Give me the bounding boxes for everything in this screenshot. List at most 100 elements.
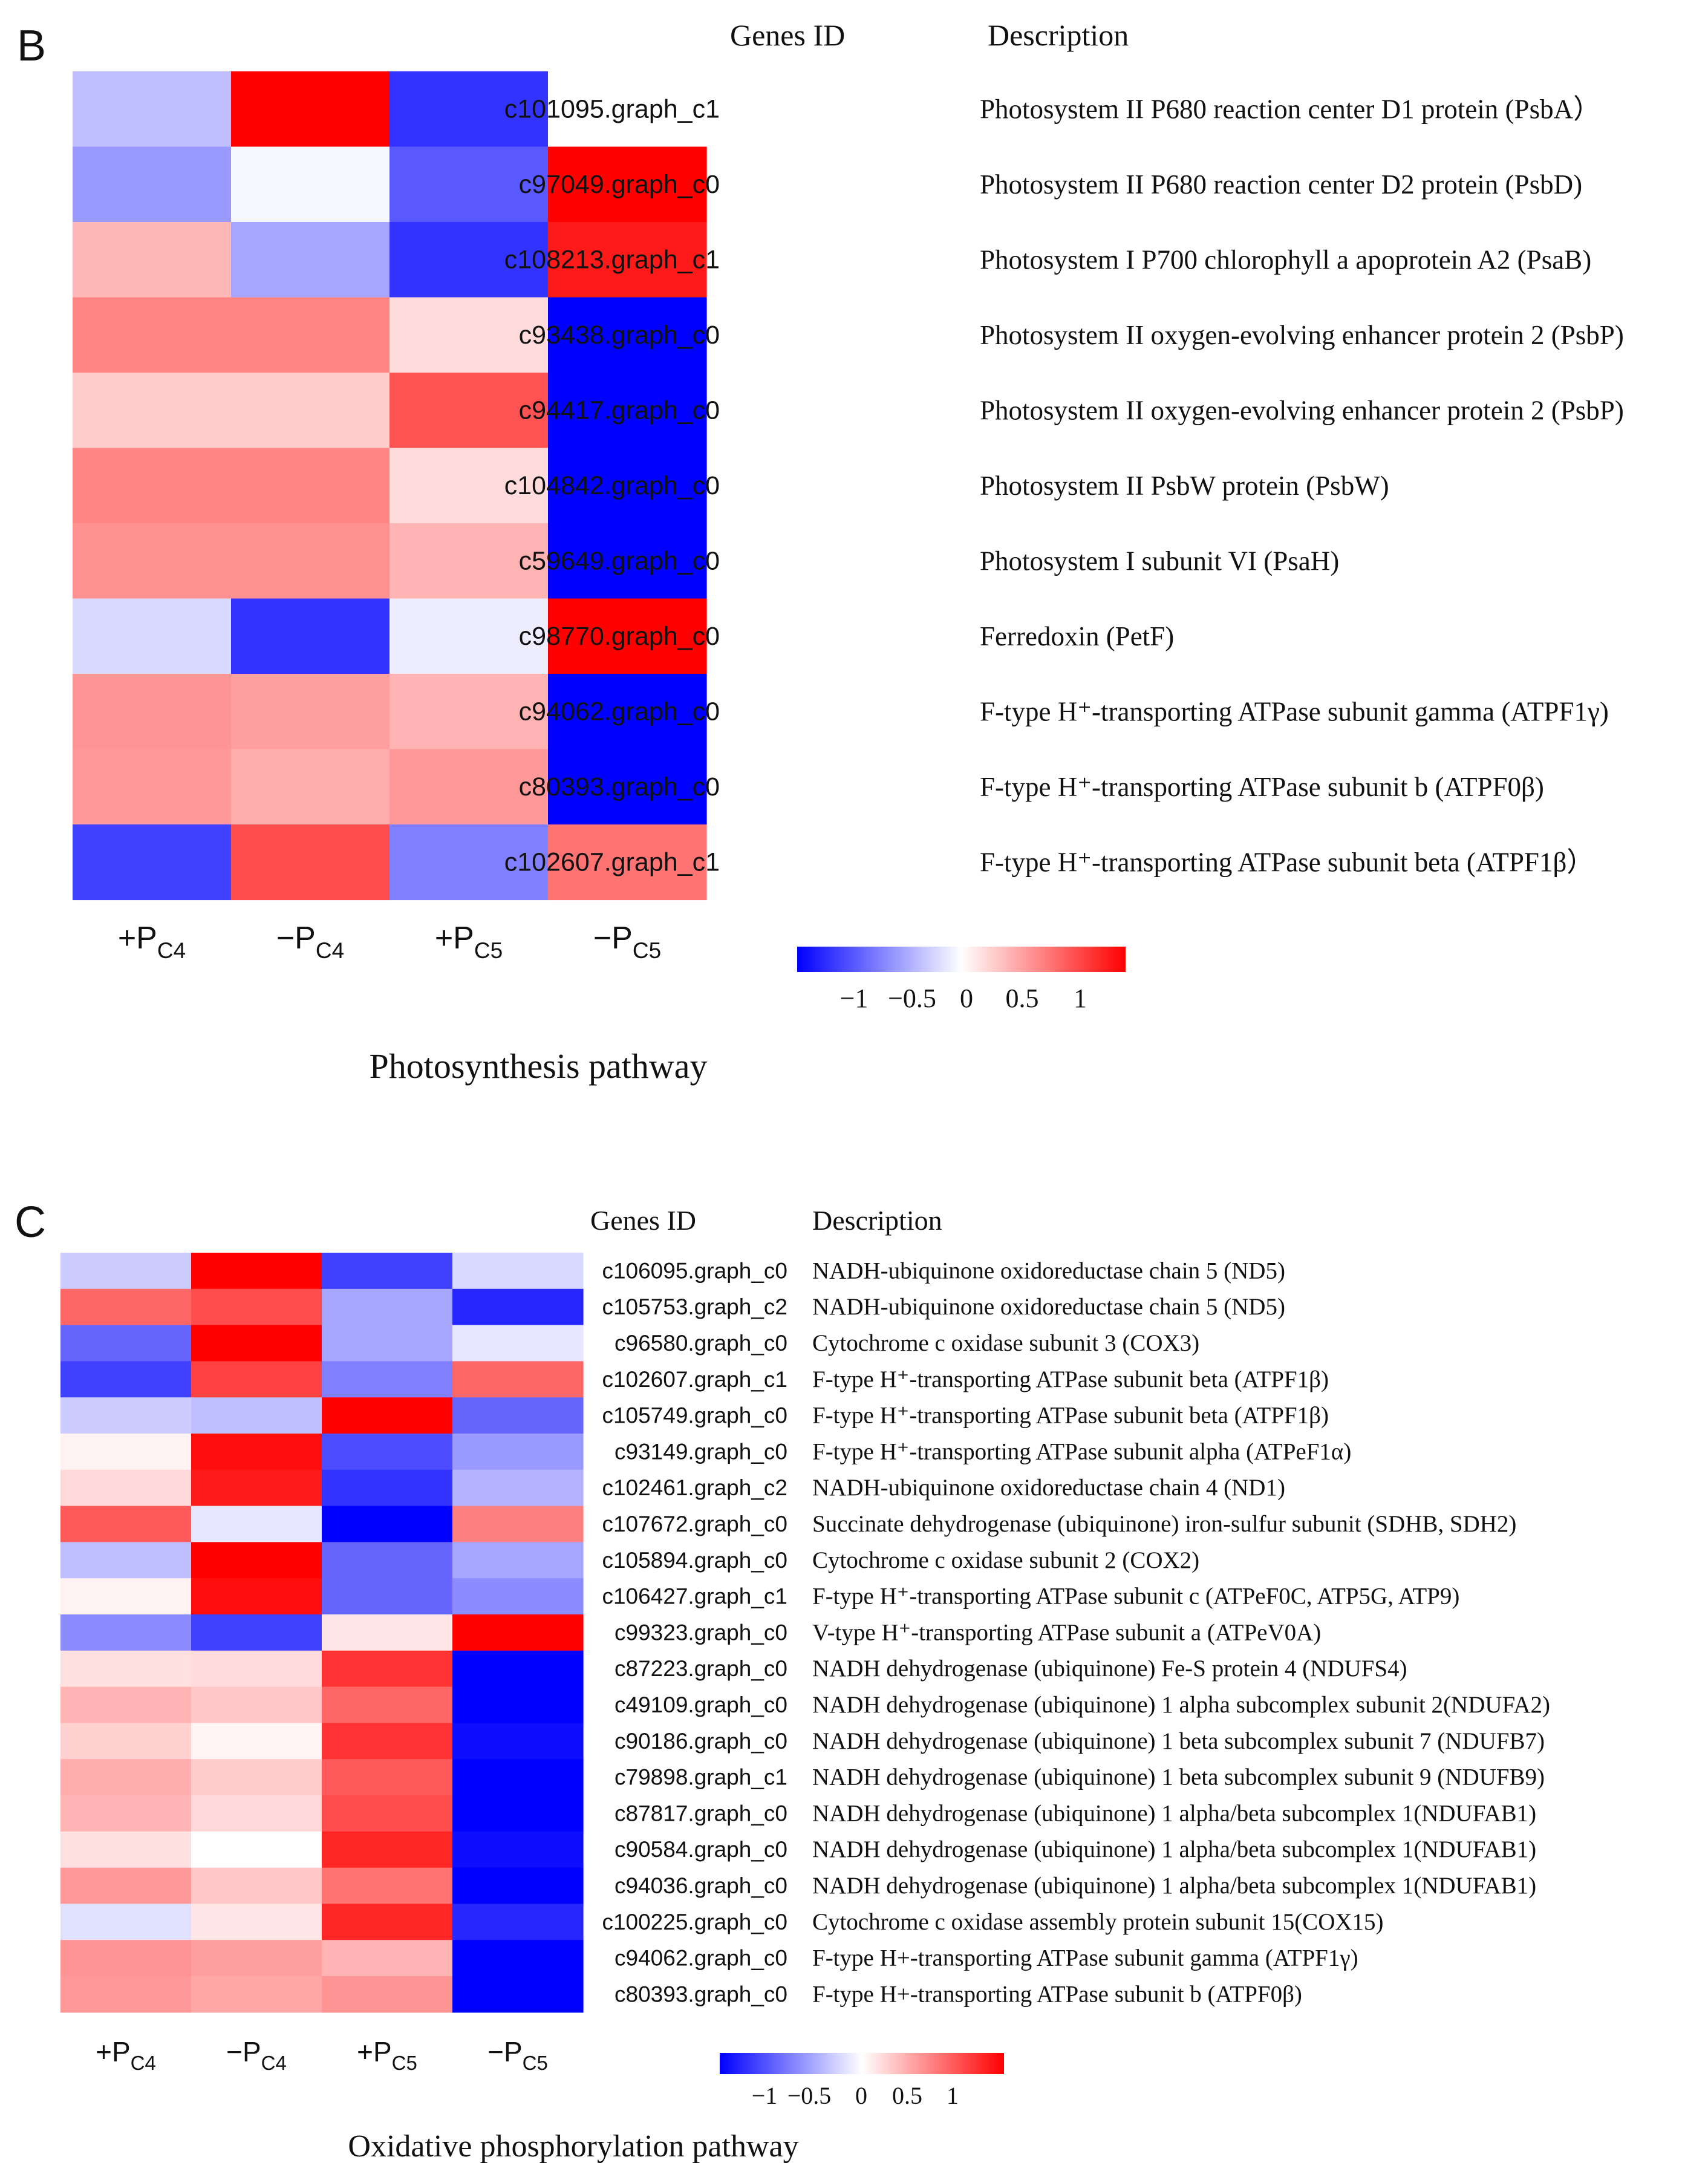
gene-description: F-type H+-transporting ATPase subunit b … [812,1981,1302,2007]
heatmap-cell [191,1976,322,2013]
heatmap-cell [231,523,390,599]
heatmap-cell [191,1506,322,1542]
panel-label: C [15,1198,46,1247]
gene-description: NADH-ubiquinone oxidoreductase chain 4 (… [812,1475,1285,1501]
heatmap-cell [191,1542,322,1579]
heatmap-cell [390,598,549,674]
heatmap-cell [191,1686,322,1723]
heatmap-cell [452,1434,584,1470]
heatmap-cell [390,297,549,373]
heatmap-cell [452,1976,584,2013]
heatmap-cell [322,1723,453,1760]
heatmap-cell [390,448,549,524]
heatmap-cell [191,1940,322,1977]
column-label-sub: C5 [392,2052,417,2074]
gene-id: c49109.graph_c0 [614,1692,787,1717]
heatmap-cell [73,674,232,750]
heatmap-cell [191,1434,322,1470]
colorbar-tick-label: 0 [960,984,973,1013]
heatmap-cell [452,1253,584,1290]
gene-id: c80393.graph_c0 [519,772,720,801]
column-label: −PC5 [487,2036,548,2074]
column-label-main: −P [593,921,633,956]
gene-id: c93149.graph_c0 [614,1439,787,1464]
heatmap-cell [548,749,707,825]
heatmap-cell [452,1578,584,1615]
gene-id: c90584.graph_c0 [614,1837,787,1862]
heatmap-cell [322,1614,453,1651]
heatmap-cell [191,1397,322,1434]
heatmap-cell [60,1723,192,1760]
gene-id: c102607.graph_c1 [504,847,720,876]
heatmap-cell [322,1253,453,1290]
panel-c-oxidative-phosphorylation: C Genes ID Description c106095.graph_c0 NADH… [15,1198,1550,2164]
heatmap-cell [548,373,707,449]
column-label: +PC5 [357,2036,417,2074]
panel-b-photosynthesis: B Genes ID Description c101095.graph_c1 Phot… [17,18,1624,1086]
heatmap-cell [231,373,390,449]
gene-description: Photosystem II PsbW protein (PsbW) [980,471,1389,501]
colorbar-tick-label: −0.5 [787,2082,832,2109]
heatmap-cell [60,1253,192,1290]
heatmap-cell [390,146,549,223]
gene-description: Photosystem II oxygen-evolving enhancer … [980,395,1624,425]
heatmap-cell [60,1614,192,1651]
gene-id: c98770.graph_c0 [519,622,720,651]
heatmap-cell [322,1288,453,1326]
gene-description: NADH dehydrogenase (ubiquinone) 1 beta s… [812,1728,1545,1754]
heatmap-cell [548,523,707,599]
heatmap-cell [60,1686,192,1723]
heatmap-cell [60,1469,192,1507]
heatmap-cell [548,674,707,750]
heatmap-cell [73,598,232,674]
heatmap-cell [548,448,707,524]
column-label-main: +P [435,921,474,956]
heatmap-cell [452,1795,584,1832]
gene-description: Cytochrome c oxidase assembly protein su… [812,1909,1384,1935]
gene-description: V-type H⁺-transporting ATPase subunit a … [812,1619,1321,1645]
gene-description: F-type H⁺-transporting ATPase subunit be… [812,1403,1329,1429]
column-label-main: +P [118,921,157,956]
gene-id: c106427.graph_c1 [602,1584,787,1609]
heatmap-cell [452,1506,584,1542]
heatmap-cell [60,1361,192,1398]
heatmap-cell [390,71,549,148]
heatmap-cell [452,1614,584,1651]
gene-id: c79898.graph_c1 [614,1765,787,1790]
gene-description: F-type H⁺-transporting ATPase subunit be… [812,1366,1329,1392]
heatmap-cell [60,1795,192,1832]
gene-id: c102461.graph_c2 [602,1475,787,1500]
gene-description: F-type H+-transporting ATPase subunit ga… [812,1945,1358,1971]
colorbar-tick-label: 0.5 [1006,984,1039,1013]
gene-id: c94062.graph_c0 [614,1946,787,1971]
gene-description: NADH dehydrogenase (ubiquinone) 1 alpha/… [812,1800,1536,1826]
column-label-main: −P [276,921,316,956]
gene-description: F-type H⁺-transporting ATPase subunit be… [980,847,1594,877]
gene-description: Photosystem II oxygen-evolving enhancer … [980,320,1624,350]
gene-description: Cytochrome c oxidase subunit 3 (COX3) [812,1330,1199,1356]
heatmap-cell [452,1325,584,1362]
colorbar-tick-label: 0 [855,2082,867,2109]
heatmap-cell [231,749,390,825]
heatmap-cell [322,1759,453,1796]
gene-id: c97049.graph_c0 [519,170,720,199]
column-label-sub: C4 [316,938,344,963]
heatmap-cell [548,71,707,148]
heatmap-cell [231,598,390,674]
gene-id: c101095.graph_c1 [504,94,720,123]
heatmap-cell [322,1397,453,1434]
heatmap-cell [191,1361,322,1398]
gene-description: F-type H⁺-transporting ATPase subunit b … [980,772,1544,802]
genes-id-header: Genes ID [590,1205,696,1236]
column-label: −PC4 [226,2036,287,2074]
gene-id: c80393.graph_c0 [614,1982,787,2006]
heatmap-cell [191,1867,322,1904]
heatmap-cell [231,222,390,298]
heatmap-cell [452,1650,584,1688]
heatmap-cell [60,1288,192,1326]
heatmap-cell [322,1795,453,1832]
gene-description: NADH dehydrogenase (ubiquinone) Fe-S pro… [812,1656,1407,1682]
heatmap-cell [73,824,232,901]
heatmap-cell [73,373,232,449]
heatmap-cell [73,222,232,298]
